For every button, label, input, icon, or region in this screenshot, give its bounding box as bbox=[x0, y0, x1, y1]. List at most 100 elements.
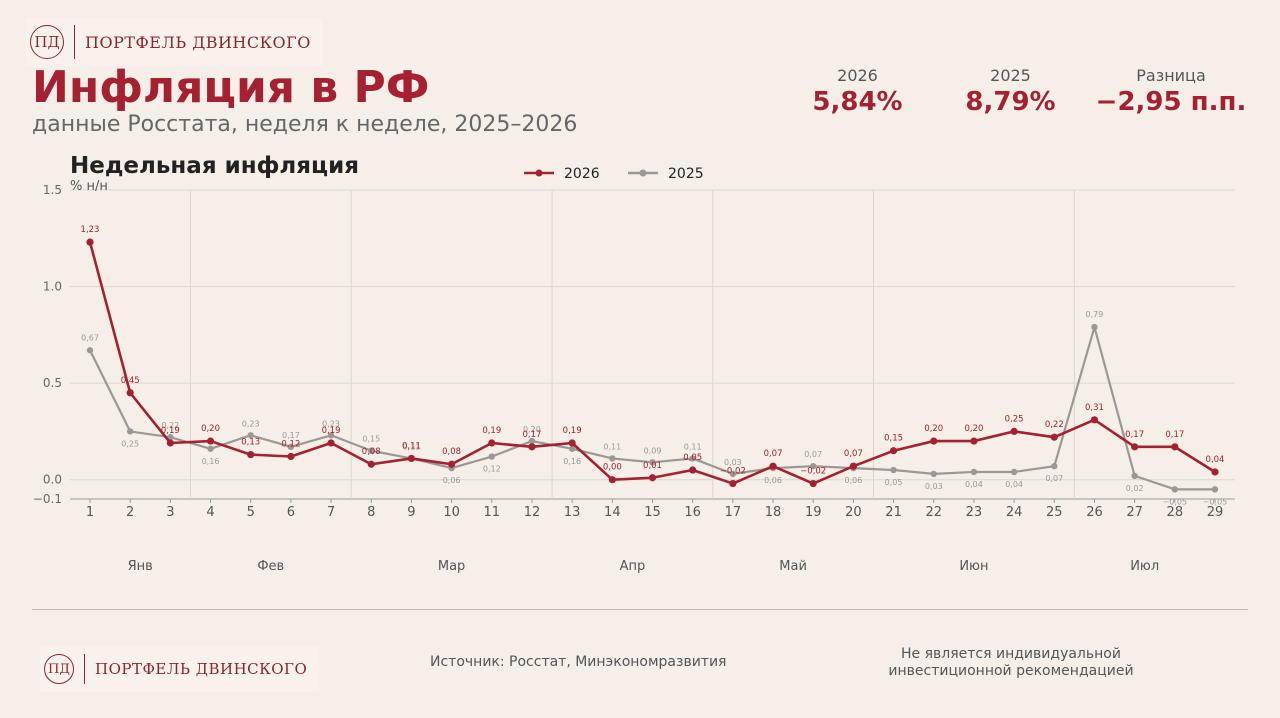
x-tick-label: 27 bbox=[1126, 505, 1143, 520]
data-label-2026: 0,31 bbox=[1085, 403, 1104, 413]
data-point-2025 bbox=[1091, 323, 1098, 331]
y-tick-label: 1.0 bbox=[43, 280, 62, 294]
data-label-2025: 0,79 bbox=[1086, 310, 1104, 319]
data-label-2025: 0,11 bbox=[684, 442, 702, 451]
data-point-2026 bbox=[247, 450, 255, 459]
data-point-2026 bbox=[1211, 468, 1219, 476]
x-tick-label: 28 bbox=[1167, 505, 1184, 520]
data-point-2026 bbox=[367, 460, 375, 468]
x-tick-label: 4 bbox=[206, 505, 214, 520]
data-label-2026: 0,00 bbox=[603, 463, 622, 473]
data-point-2026 bbox=[568, 439, 576, 447]
data-label-2025: −0,05 bbox=[1203, 497, 1228, 506]
data-point-2025 bbox=[970, 468, 978, 476]
data-point-2026 bbox=[1010, 427, 1018, 436]
chart-title: Недельная инфляция bbox=[70, 153, 359, 179]
data-point-2025 bbox=[247, 432, 254, 439]
month-label: Апр bbox=[620, 559, 646, 574]
data-label-2026: 0,01 bbox=[643, 461, 662, 471]
x-tick-label: 18 bbox=[765, 505, 782, 520]
data-label-2025: 0,09 bbox=[644, 446, 662, 455]
data-point-2025 bbox=[327, 432, 335, 439]
data-point-2026 bbox=[930, 437, 938, 445]
kpi-label: 2025 bbox=[990, 66, 1031, 85]
data-point-2026 bbox=[608, 476, 616, 484]
data-label-2025: 0,20 bbox=[523, 425, 541, 434]
x-tick-label: 8 bbox=[367, 505, 375, 520]
data-label-2026: 0,08 bbox=[442, 447, 461, 457]
x-tick-label: 23 bbox=[966, 505, 983, 520]
x-tick-label: 13 bbox=[564, 505, 581, 520]
page-title: Инфляция в РФ bbox=[32, 62, 430, 113]
data-label-2025: 0,03 bbox=[925, 482, 943, 491]
data-label-2026: 0,45 bbox=[121, 376, 140, 386]
data-point-2025 bbox=[1211, 486, 1219, 493]
data-label-2025: 0,03 bbox=[724, 458, 742, 467]
kpi-label: Разница bbox=[1136, 66, 1206, 85]
data-label-2026: 0,25 bbox=[1005, 414, 1024, 424]
data-label-2025: 0,04 bbox=[1005, 480, 1023, 489]
data-label-2026: 0,17 bbox=[1125, 430, 1144, 440]
x-tick-label: 17 bbox=[725, 505, 742, 520]
x-tick-label: 10 bbox=[443, 505, 460, 520]
data-label-2026: 0,19 bbox=[563, 426, 582, 436]
y-tick-label: 1.5 bbox=[43, 183, 62, 197]
data-point-2025 bbox=[207, 445, 214, 452]
legend-marker-2026 bbox=[535, 169, 543, 177]
data-label-2026: 0,07 bbox=[844, 449, 863, 459]
brand-monogram-icon: ПД bbox=[30, 25, 64, 59]
data-point-2026 bbox=[407, 454, 416, 463]
data-label-2025: 0,15 bbox=[362, 435, 380, 444]
x-tick-label: 11 bbox=[484, 505, 501, 520]
legend-label: 2026 bbox=[564, 166, 600, 182]
data-point-2025 bbox=[729, 470, 737, 478]
data-label-2025: 0,11 bbox=[603, 442, 621, 451]
data-label-2025: 0,04 bbox=[965, 480, 983, 489]
data-label-2025: 0,25 bbox=[121, 439, 139, 448]
x-tick-label: 24 bbox=[1006, 505, 1023, 520]
brand-name: ПОРТФЕЛЬ ДВИНСКОГО bbox=[95, 660, 308, 678]
data-label-2025: 0,06 bbox=[844, 476, 862, 485]
x-tick-label: 2 bbox=[126, 505, 134, 520]
data-label-2026: 0,20 bbox=[201, 424, 220, 434]
x-tick-label: 12 bbox=[524, 505, 541, 520]
data-point-2025 bbox=[528, 437, 536, 445]
data-label-2026: 0,19 bbox=[482, 426, 501, 436]
data-label-2025: 0,22 bbox=[161, 421, 179, 430]
month-label: Фев bbox=[257, 559, 284, 574]
logo-separator bbox=[84, 654, 85, 684]
footer-divider bbox=[32, 609, 1248, 610]
data-label-2026: 0,12 bbox=[281, 440, 300, 450]
legend-label: 2025 bbox=[668, 166, 704, 182]
month-label: Июл bbox=[1130, 559, 1159, 574]
data-point-2026 bbox=[769, 462, 777, 470]
data-point-2025 bbox=[126, 428, 134, 435]
x-tick-label: 20 bbox=[845, 505, 862, 520]
brand-name: ПОРТФЕЛЬ ДВИНСКОГО bbox=[85, 32, 311, 52]
data-point-2026 bbox=[327, 439, 335, 447]
data-point-2026 bbox=[86, 238, 94, 246]
data-point-2025 bbox=[568, 445, 576, 452]
x-tick-label: 15 bbox=[644, 505, 661, 520]
data-label-2026: 0,19 bbox=[161, 426, 180, 436]
y-tick-label: 0.0 bbox=[43, 473, 62, 487]
x-tick-label: 14 bbox=[604, 505, 621, 520]
data-point-2025 bbox=[1171, 486, 1179, 493]
page-subtitle: данные Росстата, неделя к неделе, 2025–2… bbox=[32, 112, 578, 137]
data-point-2026 bbox=[166, 439, 174, 447]
data-point-2025 bbox=[930, 470, 937, 478]
data-point-2026 bbox=[1171, 443, 1179, 451]
data-label-2025: 0,02 bbox=[1126, 484, 1144, 493]
data-point-2026 bbox=[889, 447, 898, 455]
data-label-2026: 0,17 bbox=[1165, 430, 1184, 440]
data-point-2025 bbox=[368, 447, 375, 454]
data-point-2026 bbox=[970, 437, 978, 445]
data-label-2025: 0,05 bbox=[885, 478, 903, 487]
kpi-2026: 2026 5,84% bbox=[800, 66, 915, 117]
data-label-2025: 0,67 bbox=[81, 333, 99, 342]
legend-marker-2025 bbox=[639, 169, 647, 177]
data-point-2025 bbox=[649, 459, 656, 466]
data-label-2025: 0,17 bbox=[282, 431, 300, 440]
data-point-2026 bbox=[126, 389, 134, 397]
